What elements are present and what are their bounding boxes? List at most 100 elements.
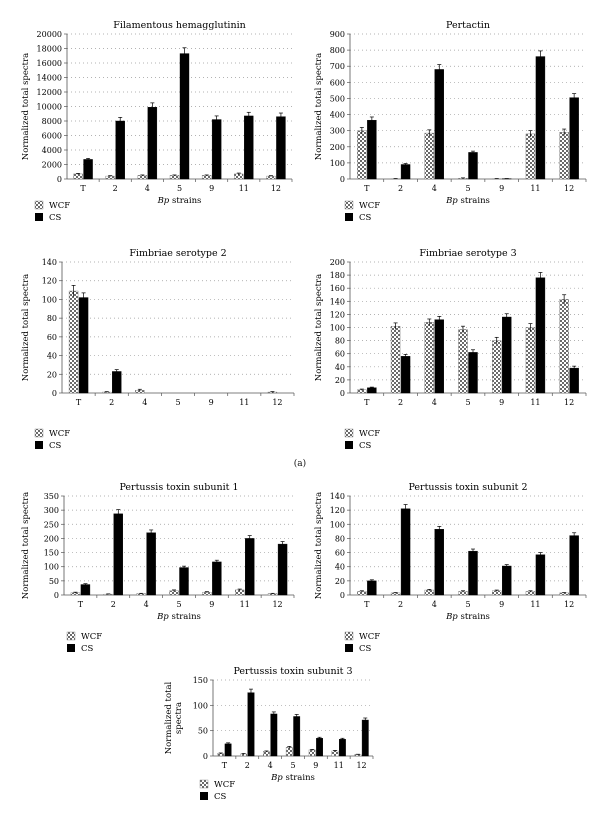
y-tick-label: 900 bbox=[330, 30, 345, 39]
y-tick-label: 12000 bbox=[37, 88, 62, 97]
x-tick-label: 11 bbox=[530, 398, 540, 407]
x-axis-title-rest: strains bbox=[458, 196, 490, 206]
bar-wcf bbox=[73, 173, 83, 180]
y-axis-title: Normalized total spectra bbox=[21, 492, 31, 599]
chart-5: Pertussis toxin subunit 1 0 50 100 150 200 250… bbox=[21, 482, 295, 654]
y-tick-label: 250 bbox=[44, 520, 59, 529]
legend-label-wcf: WCF bbox=[359, 429, 380, 439]
y-axis-title: Normalized total spectra bbox=[314, 53, 324, 160]
bar-wcf bbox=[390, 325, 401, 394]
x-tick-label: 11 bbox=[239, 398, 249, 407]
x-tick-label: 2 bbox=[398, 398, 403, 407]
y-axis-title: Normalized total bbox=[164, 681, 174, 754]
x-tick-label: 4 bbox=[268, 761, 273, 770]
bar-wcf bbox=[424, 132, 434, 180]
y-tick-label: 40 bbox=[47, 352, 57, 361]
x-tick-label: 4 bbox=[432, 184, 437, 193]
legend-label-wcf: WCF bbox=[359, 632, 380, 642]
chart-3: Fimbriae serotype 2 0 20 40 60 80 100 120 140 T 2 4… bbox=[21, 248, 295, 451]
x-axis-title-italic: Bp bbox=[156, 612, 169, 622]
x-tick-label: 5 bbox=[176, 600, 181, 609]
y-axis-title: Normalized total spectra bbox=[21, 274, 31, 381]
bar-cs bbox=[361, 719, 369, 757]
x-tick-label: 9 bbox=[499, 184, 504, 193]
y-tick-label: 350 bbox=[44, 492, 59, 501]
bar-wcf bbox=[559, 299, 569, 394]
panel-label: (a) bbox=[293, 459, 307, 469]
bar-cs bbox=[468, 550, 478, 596]
y-tick-label: 0 bbox=[52, 389, 57, 398]
y-tick-label: 18000 bbox=[37, 45, 62, 54]
bar-cs bbox=[502, 316, 512, 394]
y-tick-label: 200 bbox=[330, 258, 345, 267]
x-tick-label: 2 bbox=[109, 398, 114, 407]
y-tick-label: 120 bbox=[330, 310, 345, 319]
x-tick-label: 9 bbox=[209, 600, 214, 609]
bar-cs bbox=[535, 277, 546, 394]
x-tick-label: 2 bbox=[398, 184, 403, 193]
bar-cs bbox=[147, 107, 158, 180]
bar-cs bbox=[245, 538, 255, 596]
bar-wcf bbox=[263, 751, 270, 757]
bar-cs bbox=[434, 319, 444, 394]
x-tick-label: 11 bbox=[334, 761, 344, 770]
y-tick-label: 50 bbox=[49, 577, 59, 586]
bar-cs bbox=[339, 739, 346, 757]
x-tick-label: T bbox=[76, 398, 82, 407]
bar-wcf bbox=[424, 589, 434, 596]
bar-cs bbox=[569, 535, 579, 596]
y-tick-label: 14000 bbox=[37, 74, 62, 83]
y-tick-label: 150 bbox=[193, 676, 208, 685]
y-tick-label: 300 bbox=[330, 127, 345, 136]
legend-label-cs: CS bbox=[359, 441, 372, 451]
x-axis-title-italic: Bp bbox=[270, 773, 283, 783]
y-tick-label: 2000 bbox=[42, 161, 62, 170]
y-tick-label: 80 bbox=[335, 534, 345, 543]
x-tick-label: 12 bbox=[356, 761, 366, 770]
bar-wcf bbox=[331, 750, 339, 757]
x-axis-title-italic: Bp bbox=[157, 196, 170, 206]
x-tick-label: 5 bbox=[465, 600, 470, 609]
bar-cs bbox=[535, 56, 546, 180]
legend: WCF CS bbox=[344, 631, 380, 654]
bar-cs bbox=[83, 159, 93, 180]
x-axis-title-rest: strains bbox=[169, 612, 201, 622]
y-tick-label: 16000 bbox=[37, 59, 62, 68]
y-tick-label: 140 bbox=[330, 492, 345, 501]
bar-cs bbox=[569, 97, 579, 180]
legend-label-cs: CS bbox=[359, 213, 372, 223]
bar-wcf bbox=[559, 132, 569, 180]
bar-cs bbox=[434, 529, 444, 596]
y-tick-label: 120 bbox=[330, 506, 345, 515]
legend-swatch-cs bbox=[345, 644, 353, 652]
x-tick-label: 4 bbox=[432, 398, 437, 407]
legend-swatch-cs bbox=[200, 792, 208, 800]
chart-title: Pertussis toxin subunit 3 bbox=[233, 666, 352, 677]
x-tick-label: 5 bbox=[175, 398, 180, 407]
bar-wcf bbox=[137, 175, 148, 180]
y-tick-label: 20 bbox=[335, 376, 345, 385]
chart-title: Pertactin bbox=[446, 20, 490, 31]
bar-wcf bbox=[285, 747, 293, 757]
x-tick-label: 11 bbox=[530, 600, 540, 609]
x-tick-label: 12 bbox=[564, 184, 574, 193]
y-tick-label: 8000 bbox=[42, 117, 62, 126]
bar-cs bbox=[434, 69, 444, 180]
y-tick-label: 400 bbox=[330, 111, 345, 120]
legend-swatch-wcf bbox=[344, 428, 354, 438]
bar-cs bbox=[277, 543, 288, 596]
bar-cs bbox=[115, 120, 125, 180]
y-tick-label: 120 bbox=[42, 277, 57, 286]
bar-cs bbox=[146, 532, 156, 596]
bar-cs bbox=[569, 367, 579, 394]
legend: WCF CS bbox=[344, 428, 380, 451]
x-axis-title-italic: Bp bbox=[445, 196, 458, 206]
bar-cs bbox=[112, 371, 122, 394]
y-tick-label: 0 bbox=[340, 591, 345, 600]
y-tick-label: 0 bbox=[57, 175, 62, 184]
bar-wcf bbox=[357, 130, 367, 180]
x-axis-title-rest: strains bbox=[458, 612, 490, 622]
x-tick-label: 4 bbox=[142, 398, 147, 407]
chart-title: Pertussis toxin subunit 1 bbox=[119, 482, 238, 493]
y-tick-label: 150 bbox=[44, 549, 59, 558]
